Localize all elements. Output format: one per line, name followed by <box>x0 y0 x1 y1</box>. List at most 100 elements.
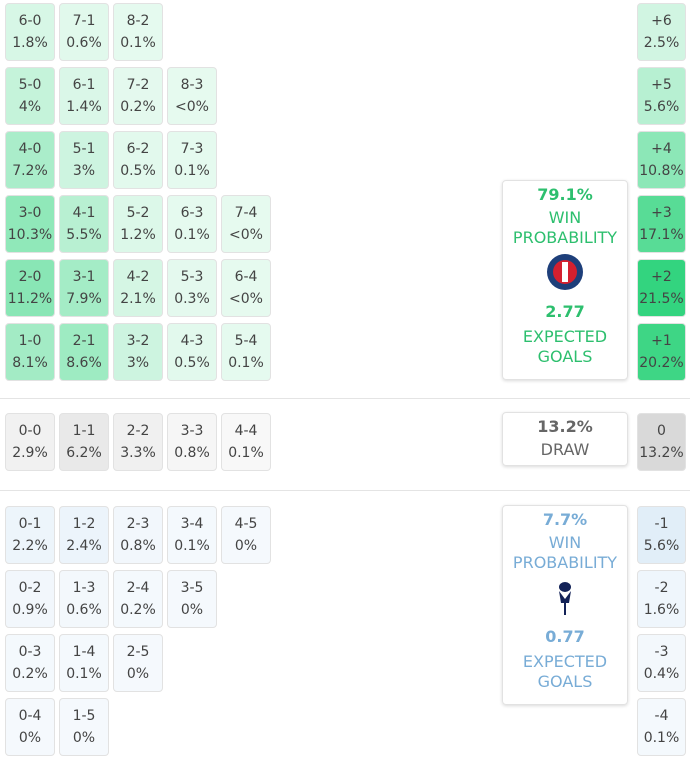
score-cell: -4 0.1% <box>637 698 686 756</box>
score: 8-2 <box>126 13 150 29</box>
probability: 7.9% <box>66 291 102 307</box>
win-label: WIN PROBABILITY <box>512 208 618 247</box>
score-cell: 5-0 4% <box>5 67 55 125</box>
score-cell: 0-4 0% <box>5 698 55 756</box>
probability: 0% <box>180 602 204 618</box>
score-cell: 5-3 0.3% <box>167 259 217 317</box>
probability: 1.4% <box>66 99 102 115</box>
score: 5-1 <box>72 141 96 157</box>
score-cell: 1-3 0.6% <box>59 570 109 628</box>
score: 0-1 <box>18 516 42 532</box>
probability: 0% <box>72 730 96 746</box>
score: 4-0 <box>18 141 42 157</box>
probability: 2.4% <box>66 538 102 554</box>
score: 1-5 <box>72 708 96 724</box>
score-cell: 6-4 <0% <box>221 259 271 317</box>
probability: 2.5% <box>643 35 680 51</box>
score: 5-0 <box>18 77 42 93</box>
probability: 3% <box>72 163 96 179</box>
score: 3-5 <box>180 580 204 596</box>
score: 5-2 <box>126 205 150 221</box>
probability: 0.2% <box>12 666 48 682</box>
score-cell: 2-5 0% <box>113 634 163 692</box>
score: 3-4 <box>180 516 204 532</box>
score: +4 <box>651 141 672 157</box>
score-cell: 7-2 0.2% <box>113 67 163 125</box>
probability: 0.1% <box>174 227 210 243</box>
probability: 13.2% <box>639 445 684 461</box>
score: 5-4 <box>234 333 258 349</box>
score: 0 <box>657 423 666 439</box>
xg-label: EXPECTED GOALS <box>522 652 608 691</box>
xg-value: 0.77 <box>545 627 585 646</box>
score-cell: 3-4 0.1% <box>167 506 217 564</box>
score: 7-3 <box>180 141 204 157</box>
score: +3 <box>651 205 672 221</box>
probability: 0.2% <box>120 99 156 115</box>
score: 0-2 <box>18 580 42 596</box>
win-label: WIN PROBABILITY <box>512 533 618 572</box>
score-cell: 4-4 0.1% <box>221 413 271 471</box>
score-cell: 6-2 0.5% <box>113 131 163 189</box>
score: 6-4 <box>234 269 258 285</box>
score-cell: +3 17.1% <box>637 195 686 253</box>
probability: 11.2% <box>7 291 53 307</box>
win-pct: 79.1% <box>537 185 593 204</box>
score-cell: 6-3 0.1% <box>167 195 217 253</box>
xg-label: EXPECTED GOALS <box>522 327 608 366</box>
score: 0-3 <box>18 644 42 660</box>
probability: 1.2% <box>120 227 156 243</box>
score: 6-1 <box>72 77 96 93</box>
score-cell: +2 21.5% <box>637 259 686 317</box>
score: 4-1 <box>72 205 96 221</box>
score: 4-2 <box>126 269 150 285</box>
draw-pct: 13.2% <box>537 417 593 436</box>
score: 1-3 <box>72 580 96 596</box>
probability: 6.2% <box>66 445 102 461</box>
score: 1-1 <box>72 423 96 439</box>
score-cell: 4-0 7.2% <box>5 131 55 189</box>
score-cell: +6 2.5% <box>637 3 686 61</box>
score-cell: 0-3 0.2% <box>5 634 55 692</box>
score-cell: 0-0 2.9% <box>5 413 55 471</box>
score-cell: +5 5.6% <box>637 67 686 125</box>
score: 1-0 <box>18 333 42 349</box>
score-cell: -3 0.4% <box>637 634 686 692</box>
score: +2 <box>651 269 672 285</box>
score: 8-3 <box>180 77 204 93</box>
score: 6-2 <box>126 141 150 157</box>
probability: <0% <box>229 227 263 243</box>
score-cell: 7-4 <0% <box>221 195 271 253</box>
probability: 0.6% <box>66 602 102 618</box>
win-pct: 7.7% <box>542 510 588 529</box>
probability: 0.1% <box>120 35 156 51</box>
score: 4-5 <box>234 516 258 532</box>
probability: 2.9% <box>12 445 48 461</box>
probability: 0.1% <box>643 730 680 746</box>
score-cell: 0-2 0.9% <box>5 570 55 628</box>
score: -3 <box>654 644 669 660</box>
separator <box>0 490 690 491</box>
xg-value: 2.77 <box>545 302 585 321</box>
probability: <0% <box>229 291 263 307</box>
score-cell: 5-2 1.2% <box>113 195 163 253</box>
score: +6 <box>651 13 672 29</box>
probability: 2.1% <box>120 291 156 307</box>
score: +5 <box>651 77 672 93</box>
probability: 5.6% <box>643 99 680 115</box>
score-cell: 0 13.2% <box>637 413 686 471</box>
score: 2-1 <box>72 333 96 349</box>
score: 3-3 <box>180 423 204 439</box>
probability: 0% <box>126 666 150 682</box>
score-cell: +1 20.2% <box>637 323 686 381</box>
score: 7-4 <box>234 205 258 221</box>
score-cell: 2-3 0.8% <box>113 506 163 564</box>
probability: 7.2% <box>12 163 48 179</box>
score-cell: 5-4 0.1% <box>221 323 271 381</box>
probability: 3.3% <box>120 445 156 461</box>
score-cell: 7-3 0.1% <box>167 131 217 189</box>
probability: 10.8% <box>639 163 684 179</box>
probability: 4% <box>18 99 42 115</box>
score: 1-2 <box>72 516 96 532</box>
